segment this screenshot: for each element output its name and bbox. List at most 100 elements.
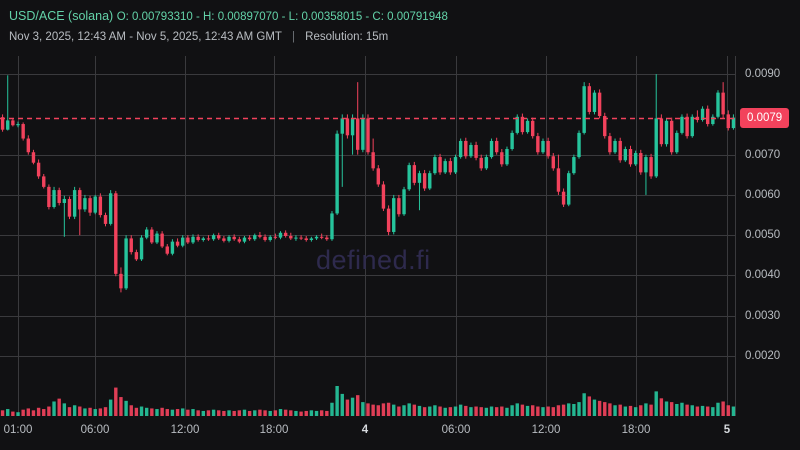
volume-bar[interactable] xyxy=(186,409,190,416)
candle-body[interactable] xyxy=(428,173,432,189)
candle-body[interactable] xyxy=(618,140,622,161)
volume-bar[interactable] xyxy=(654,391,658,416)
candle-body[interactable] xyxy=(36,162,41,177)
volume-bar[interactable] xyxy=(170,409,175,416)
volume-bar[interactable] xyxy=(669,402,674,416)
volume-bar[interactable] xyxy=(510,405,514,416)
volume-bar[interactable] xyxy=(639,405,643,416)
candle-body[interactable] xyxy=(139,237,144,260)
volume-bar[interactable] xyxy=(664,401,669,416)
volume-bar[interactable] xyxy=(546,406,550,416)
candle-body[interactable] xyxy=(103,215,108,224)
volume-bar[interactable] xyxy=(531,405,535,416)
candle-body[interactable] xyxy=(325,237,329,240)
candle-body[interactable] xyxy=(438,157,442,173)
volume-bar[interactable] xyxy=(428,406,432,416)
candle-body[interactable] xyxy=(448,161,453,173)
candle-body[interactable] xyxy=(597,92,602,116)
volume-bar[interactable] xyxy=(556,405,561,416)
volume-bar[interactable] xyxy=(685,404,689,416)
candle-body[interactable] xyxy=(31,152,36,163)
volume-bar[interactable] xyxy=(108,399,113,416)
volume-bar[interactable] xyxy=(335,386,339,416)
candle-body[interactable] xyxy=(206,238,211,240)
volume-bar[interactable] xyxy=(433,405,437,416)
candle-body[interactable] xyxy=(392,198,396,232)
volume-bar[interactable] xyxy=(633,407,638,416)
candle-body[interactable] xyxy=(541,140,545,153)
candle-body[interactable] xyxy=(561,191,566,205)
volume-bar[interactable] xyxy=(603,402,607,416)
volume-bar[interactable] xyxy=(88,407,92,416)
candle-body[interactable] xyxy=(6,120,10,130)
volume-bar[interactable] xyxy=(165,409,169,416)
candle-body[interactable] xyxy=(134,252,139,260)
candle-body[interactable] xyxy=(582,86,586,133)
volume-bar[interactable] xyxy=(572,404,576,416)
candle-body[interactable] xyxy=(165,246,169,254)
volume-bar[interactable] xyxy=(16,412,20,416)
volume-bar[interactable] xyxy=(505,407,509,416)
candle-body[interactable] xyxy=(567,173,571,205)
volume-bar[interactable] xyxy=(330,402,334,416)
candle-body[interactable] xyxy=(181,237,185,246)
volume-bar[interactable] xyxy=(494,407,499,416)
candle-body[interactable] xyxy=(458,140,463,158)
resolution-label[interactable]: Resolution: 15m xyxy=(305,31,389,43)
volume-bar[interactable] xyxy=(289,410,293,416)
candle-body[interactable] xyxy=(685,116,689,137)
candle-body[interactable] xyxy=(705,108,710,125)
volume-bar[interactable] xyxy=(356,395,360,416)
candle-body[interactable] xyxy=(114,193,118,274)
candle-body[interactable] xyxy=(62,198,67,203)
candle-body[interactable] xyxy=(273,236,278,238)
candle-body[interactable] xyxy=(356,118,360,150)
volume-bar[interactable] xyxy=(319,410,324,416)
volume-bar[interactable] xyxy=(376,405,380,416)
candle-body[interactable] xyxy=(639,153,643,173)
candle-body[interactable] xyxy=(0,117,5,130)
candle-body[interactable] xyxy=(160,233,164,247)
candle-body[interactable] xyxy=(340,118,344,134)
volume-bar[interactable] xyxy=(618,404,622,416)
volume-bar[interactable] xyxy=(515,403,519,416)
candle-body[interactable] xyxy=(731,117,736,129)
candle-body[interactable] xyxy=(536,136,540,153)
volume-bar[interactable] xyxy=(93,409,97,416)
pair-symbol[interactable]: USD/ACE (solana) xyxy=(9,9,114,23)
volume-bar[interactable] xyxy=(237,410,242,416)
volume-bar[interactable] xyxy=(731,406,736,416)
volume-bar[interactable] xyxy=(613,405,617,416)
volume-bar[interactable] xyxy=(582,393,586,416)
volume-bar[interactable] xyxy=(278,409,283,416)
candle-body[interactable] xyxy=(623,149,628,161)
candle-body[interactable] xyxy=(304,238,308,241)
volume-bar[interactable] xyxy=(6,409,10,416)
volume-bar[interactable] xyxy=(119,397,123,416)
volume-bar[interactable] xyxy=(47,406,51,416)
candle-body[interactable] xyxy=(72,190,77,217)
volume-bar[interactable] xyxy=(412,404,417,416)
candle-body[interactable] xyxy=(319,236,324,238)
volume-bar[interactable] xyxy=(196,410,200,416)
candle-body[interactable] xyxy=(78,190,82,210)
volume-bar[interactable] xyxy=(592,399,597,416)
volume-bar[interactable] xyxy=(294,410,298,416)
candle-body[interactable] xyxy=(587,86,592,112)
candle-body[interactable] xyxy=(361,118,365,150)
volume-bar[interactable] xyxy=(304,410,308,416)
candle-body[interactable] xyxy=(628,149,633,165)
candle-body[interactable] xyxy=(520,116,525,133)
candle-body[interactable] xyxy=(222,238,226,241)
volume-bar[interactable] xyxy=(381,403,386,416)
candle-body[interactable] xyxy=(294,237,298,239)
volume-bar[interactable] xyxy=(711,407,715,416)
candle-body[interactable] xyxy=(278,232,283,238)
volume-bar[interactable] xyxy=(309,410,314,416)
candle-body[interactable] xyxy=(88,198,92,213)
candle-body[interactable] xyxy=(613,140,617,153)
candle-body[interactable] xyxy=(592,92,597,112)
candle-body[interactable] xyxy=(67,198,72,217)
volume-bar[interactable] xyxy=(36,407,41,416)
volume-bar[interactable] xyxy=(525,405,530,416)
